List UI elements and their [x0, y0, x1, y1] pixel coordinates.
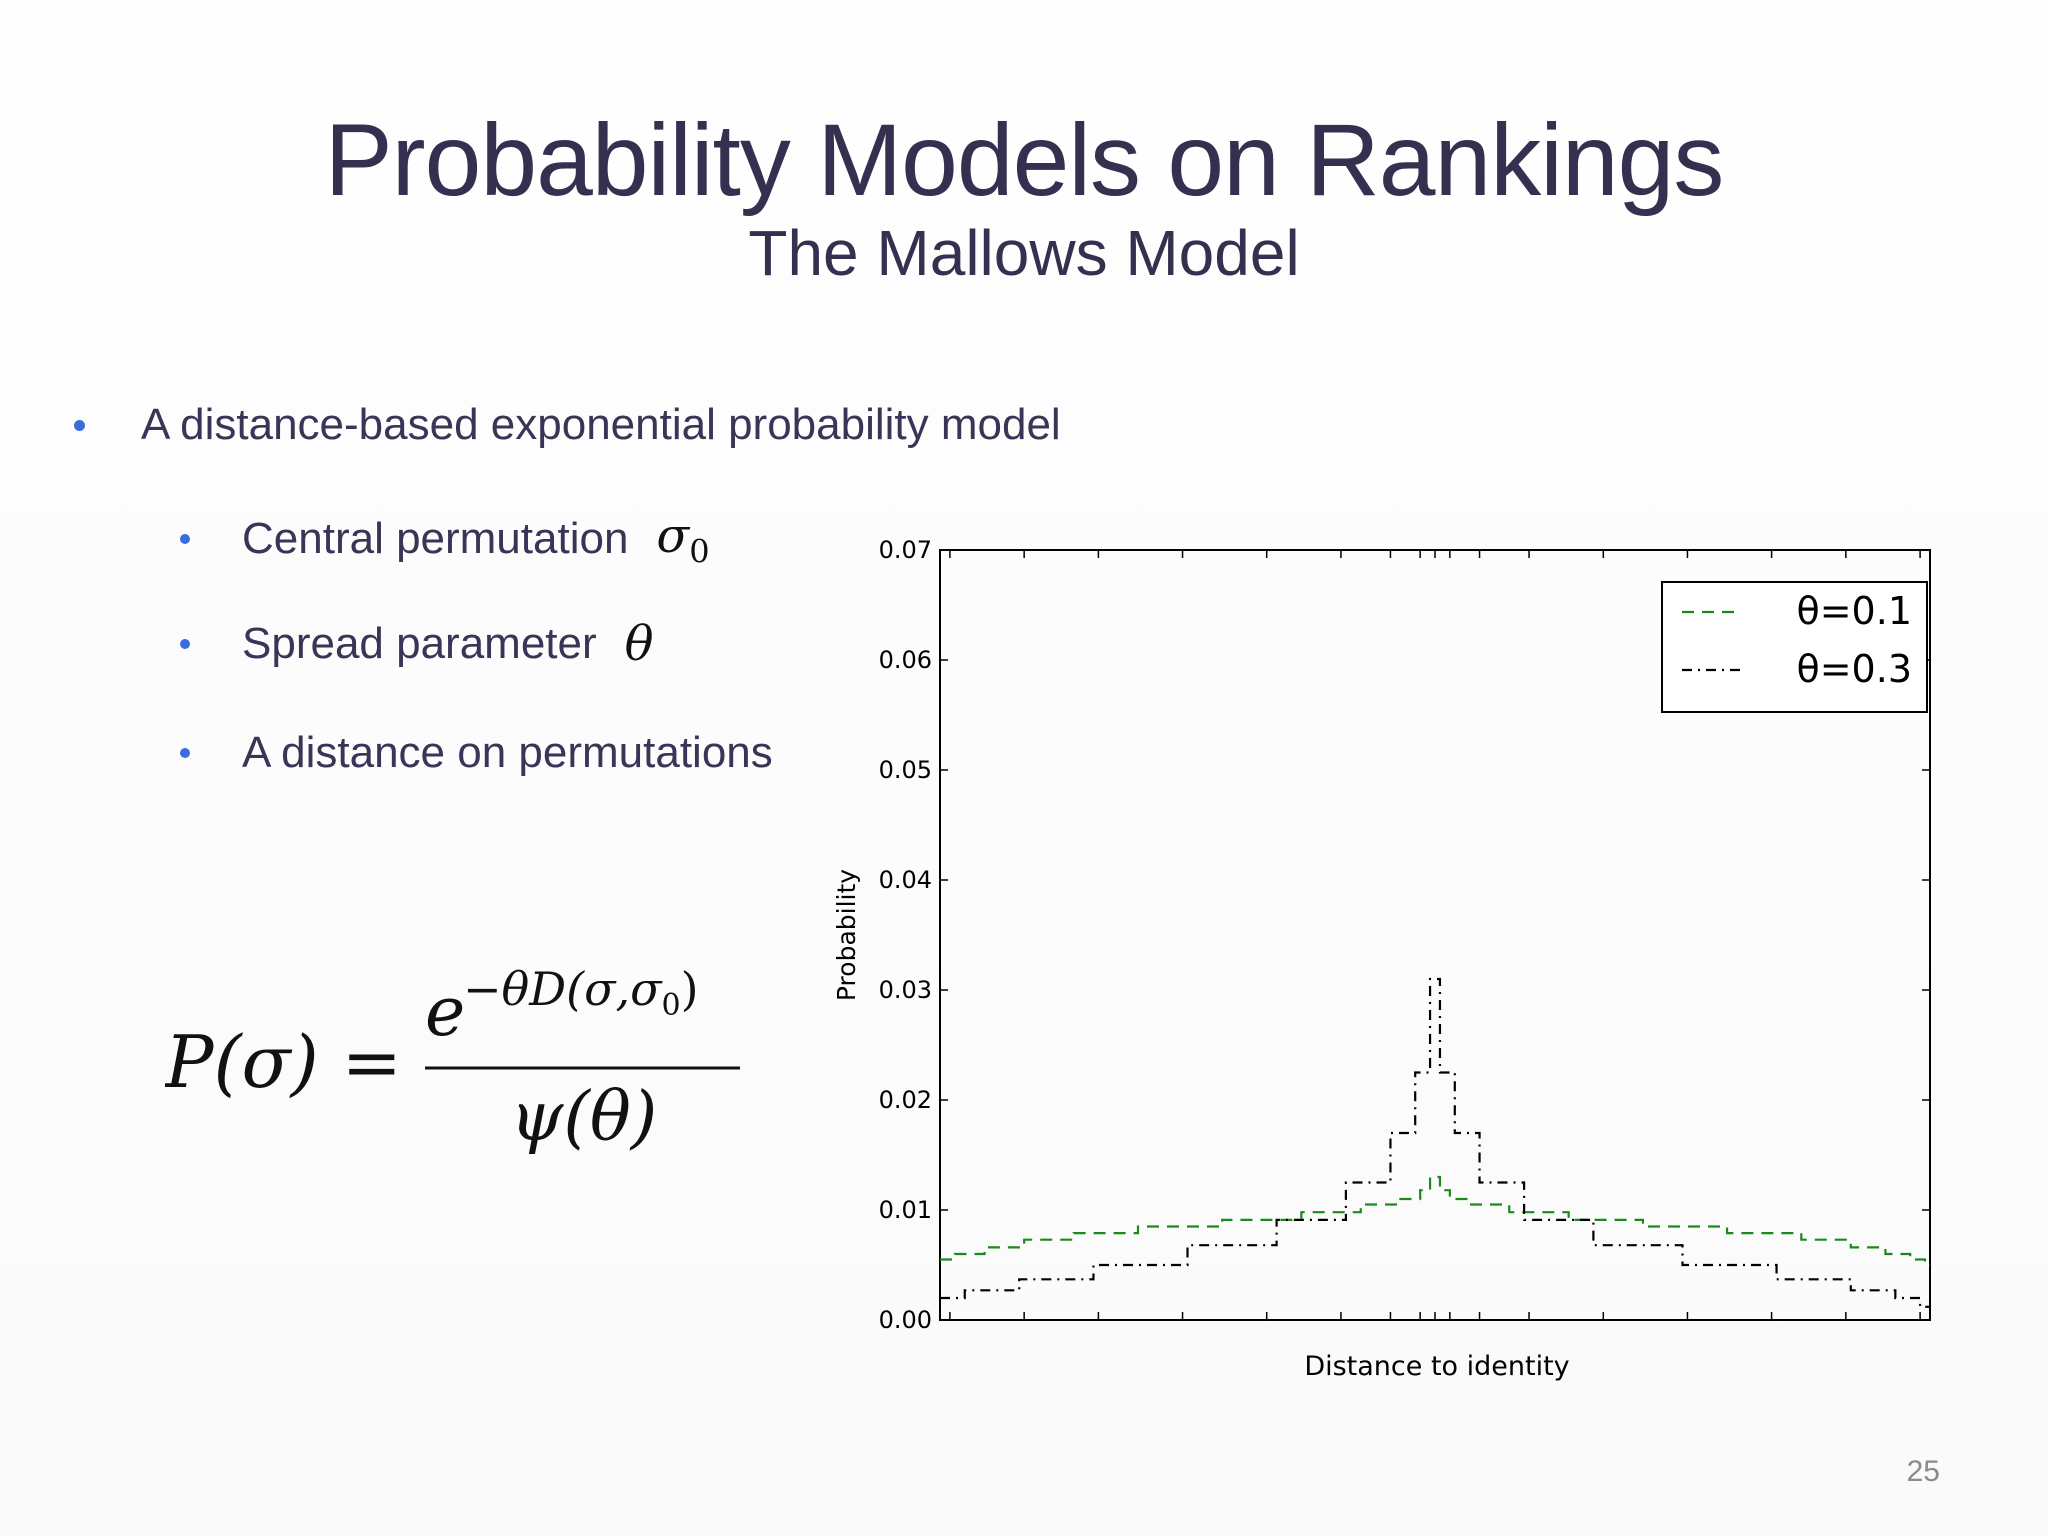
bullet-main: A distance-based exponential probability… [74, 400, 1061, 450]
formula-denominator: ψ(θ) [510, 1078, 657, 1157]
page-number: 25 [1906, 1455, 1940, 1488]
chart-legend: θ=0.1 θ=0.3 [1661, 581, 1928, 713]
bullet-dot-icon [180, 534, 190, 545]
sigma-zero-symbol: σ0 [656, 508, 710, 571]
y-tick-label: 0.01 [879, 1196, 932, 1224]
bullet-text: A distance on permutations [242, 728, 773, 777]
bullet-text: Spread parameter [242, 619, 597, 668]
x-axis-label: Distance to identity [1304, 1351, 1569, 1382]
chart-axes: 0.00 0.01 0.02 0.03 0.04 0.05 0.06 0.07 [879, 536, 1931, 1334]
legend-label-theta-0-3: θ=0.3 [1796, 647, 1912, 691]
formula-numerator-base: e [425, 973, 465, 1052]
y-tick-label: 0.00 [879, 1306, 932, 1334]
bullet-dot-icon [180, 748, 190, 758]
y-tick-label: 0.04 [879, 866, 932, 894]
series-line-1 [940, 977, 1930, 1308]
bullet-dot-icon [180, 639, 190, 649]
slide-subtitle: The Mallows Model [748, 217, 1300, 289]
mallows-formula: P(σ) = e −θD(σ,σ0) ψ(θ) [165, 965, 740, 1157]
slide-title: Probability Models on Rankings [324, 103, 1725, 217]
bullet-spread-parameter: Spread parameter θ [180, 616, 654, 672]
bullet-main-text: A distance-based exponential probability… [141, 400, 1061, 449]
legend-box [1661, 581, 1928, 713]
y-tick-label: 0.03 [879, 976, 932, 1004]
formula-lhs: P(σ) = [165, 1020, 402, 1104]
y-axis-label: Probability [832, 869, 861, 1001]
y-tick-label: 0.06 [879, 646, 932, 674]
bullet-central-permutation: Central permutation σ0 [180, 508, 710, 571]
theta-symbol: θ [624, 616, 654, 672]
formula-numerator-exponent: −θD(σ,σ0) [463, 965, 699, 1023]
bullet-distance: A distance on permutations [180, 728, 773, 778]
y-tick-label: 0.07 [879, 536, 932, 564]
bullet-text: Central permutation [242, 514, 629, 564]
y-tick-label: 0.02 [879, 1086, 932, 1114]
chart-series [940, 977, 1930, 1308]
probability-chart: 0.00 0.01 0.02 0.03 0.04 0.05 0.06 0.07 Probabi… [832, 536, 1931, 1382]
y-tick-label: 0.05 [879, 756, 932, 784]
bullet-dot-icon [74, 419, 85, 431]
legend-label-theta-0-1: θ=0.1 [1796, 589, 1912, 633]
series-line-0 [940, 1175, 1930, 1267]
